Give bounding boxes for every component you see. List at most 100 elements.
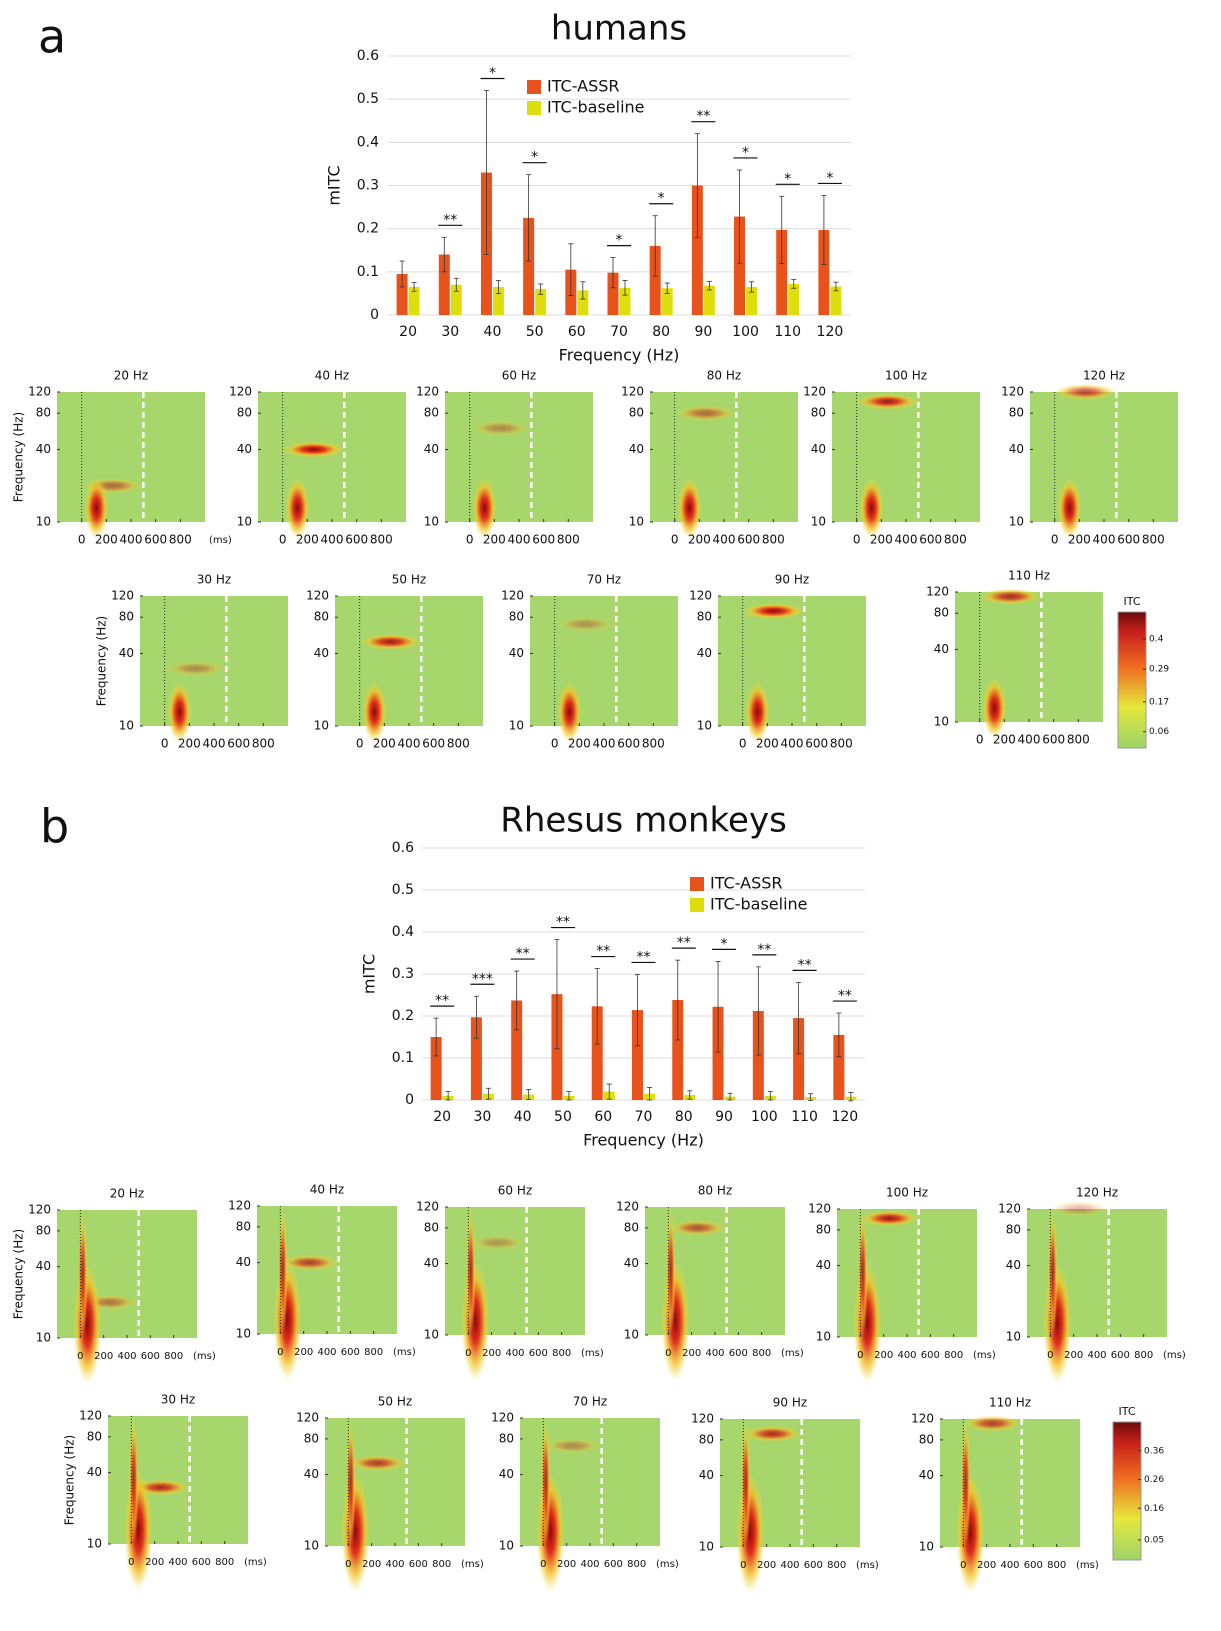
significance-label: ** — [696, 109, 710, 125]
y-tick-label: 10 — [919, 1540, 934, 1554]
y-axis-title: Frequency (Hz) — [12, 412, 26, 503]
x-tick-label: 400 — [1093, 533, 1116, 547]
y-tick-label: 10 — [424, 1328, 439, 1342]
y-tick-label: 0.1 — [392, 1050, 414, 1066]
y-tick-label: 80 — [697, 610, 712, 624]
x-tick-label: 0 — [857, 1350, 863, 1361]
x-tick-label: 800 — [252, 737, 275, 751]
y-tick-label: 40 — [36, 1259, 51, 1273]
x-tick-label: 200 — [145, 1557, 164, 1568]
spectrogram-band — [164, 660, 227, 677]
y-tick-label: 40 — [304, 1467, 319, 1481]
x-tick-label: 400 — [705, 1348, 724, 1359]
y-tick-label: 40 — [509, 646, 524, 660]
bar — [591, 1006, 603, 1100]
spectrogram-band — [543, 1437, 602, 1454]
x-tick-label: 400 — [580, 1559, 599, 1570]
spectrogram-band — [743, 1425, 802, 1442]
spectrogram-title: 60 Hz — [502, 369, 536, 383]
y-tick-label: 10 — [36, 1331, 51, 1345]
bar — [752, 1010, 764, 1100]
y-axis-title: Frequency (Hz) — [63, 1435, 77, 1526]
y-tick-label: 10 — [699, 1540, 714, 1554]
x-tick-label: 400 — [203, 737, 226, 751]
significance-label: ** — [677, 935, 691, 951]
y-tick-label: 40 — [699, 1468, 714, 1482]
onset-streak — [1047, 1209, 1058, 1337]
x-tick-label: 0 — [671, 533, 679, 547]
y-tick-label: 80 — [509, 610, 524, 624]
y-tick-label: 40 — [816, 1258, 831, 1272]
x-tick-label: 200 — [557, 1559, 576, 1570]
bar — [818, 229, 830, 315]
y-tick-label: 0.3 — [392, 966, 414, 982]
y-tick-label: 40 — [934, 642, 949, 656]
y-tick-label: 80 — [36, 406, 51, 420]
spectrogram-title: 80 Hz — [707, 369, 741, 383]
x-tick-label: 800 — [944, 1350, 963, 1361]
x-tick-label: 400 — [508, 533, 531, 547]
y-axis-title: Frequency (Hz) — [12, 1229, 26, 1320]
y-tick-label: 80 — [816, 1222, 831, 1236]
spectrogram-background — [1030, 392, 1178, 522]
x-tick-label: 0 — [1051, 533, 1059, 547]
x-tick-label: 100 — [751, 1109, 778, 1125]
y-tick-label: 10 — [1006, 1330, 1021, 1344]
x-unit: (ms) — [581, 1348, 604, 1359]
x-tick-label: 800 — [447, 737, 470, 751]
y-tick-label: 40 — [919, 1468, 934, 1482]
spectrogram-background — [955, 592, 1103, 722]
x-tick-label: 800 — [169, 533, 192, 547]
y-tick-label: 120 — [926, 585, 949, 599]
y-tick-label: 40 — [811, 442, 826, 456]
spectrogram-title: 90 Hz — [773, 1396, 807, 1410]
bar — [649, 245, 661, 315]
x-tick-label: 0 — [345, 1559, 351, 1570]
bar — [396, 273, 408, 315]
x-tick-label: 400 — [120, 533, 143, 547]
significance-label: ** — [435, 993, 449, 1009]
y-tick-label: 120 — [616, 1200, 639, 1214]
x-tick-label: 0 — [665, 1348, 671, 1359]
spectrogram-title: 40 Hz — [310, 1183, 344, 1197]
x-tick-label: 200 — [993, 733, 1016, 747]
chart-title: Rhesus monkeys — [500, 801, 787, 841]
x-tick-label: 200 — [483, 533, 506, 547]
x-tick-label: 70 — [610, 324, 628, 340]
y-tick-label: 80 — [499, 1431, 514, 1445]
x-tick-label: 0 — [540, 1559, 546, 1570]
spectrogram-band — [674, 405, 737, 422]
significance-label: * — [721, 936, 728, 952]
legend-label: ITC-baseline — [547, 98, 645, 117]
y-tick-label: 80 — [1009, 406, 1024, 420]
bar — [430, 1037, 442, 1100]
y-tick-label: 10 — [816, 1330, 831, 1344]
onset-response — [745, 682, 770, 742]
x-tick-label: 50 — [526, 324, 544, 340]
x-tick-label: 200 — [1068, 533, 1091, 547]
y-tick-label: 10 — [314, 719, 329, 733]
x-tick-label: 50 — [554, 1109, 572, 1125]
y-tick-label: 0.4 — [357, 134, 379, 150]
x-tick-label: 600 — [422, 737, 445, 751]
panel-label: a — [38, 10, 66, 64]
x-tick-label: 90 — [715, 1109, 733, 1125]
spectrogram-title: 20 Hz — [114, 369, 148, 383]
bar — [661, 288, 673, 315]
y-tick-label: 40 — [119, 646, 134, 660]
x-tick-label: 200 — [870, 533, 893, 547]
y-tick-label: 120 — [808, 1202, 831, 1216]
spectrogram-band — [860, 1210, 919, 1227]
onset-response — [859, 478, 884, 538]
x-tick-label: 600 — [227, 737, 250, 751]
x-tick-label: 400 — [168, 1557, 187, 1568]
onset-response — [362, 682, 387, 742]
onset-response — [677, 478, 702, 538]
x-tick-label: 800 — [944, 533, 967, 547]
x-tick-label: 400 — [321, 533, 344, 547]
bar — [632, 1010, 643, 1100]
x-tick-label: 70 — [635, 1109, 653, 1125]
bar — [577, 290, 589, 315]
y-tick-label: 40 — [237, 442, 252, 456]
